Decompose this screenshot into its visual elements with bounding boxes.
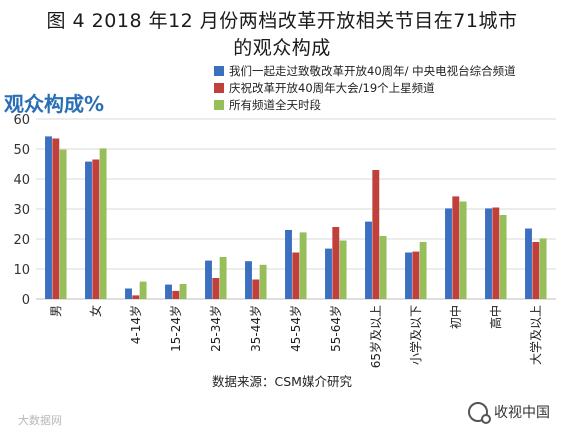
- bar-2-2: [139, 281, 147, 299]
- x-tick-label-4: 25-34岁: [208, 305, 223, 352]
- bar-4-2: [219, 257, 227, 299]
- x-tick-label-2: 4-14岁: [128, 305, 143, 344]
- title-line-2: 的观众构成: [233, 37, 331, 59]
- bar-10-1: [452, 196, 460, 299]
- bar-6-1: [292, 252, 300, 299]
- bar-11-1: [492, 207, 500, 299]
- watermark-right-text: 收视中国: [494, 405, 550, 421]
- y-tick-label-60: 60: [13, 113, 30, 128]
- bar-7-2: [339, 240, 347, 299]
- legend-item-0: 我们一起走过致敬改革开放40周年/ 中央电视台综合频道: [214, 62, 516, 79]
- y-tick-label-50: 50: [13, 143, 30, 158]
- x-tick-label-0: 男: [49, 305, 63, 317]
- bar-9-0: [405, 252, 412, 299]
- bar-8-1: [372, 170, 380, 299]
- legend-item-2: 所有频道全天时段: [214, 96, 516, 113]
- x-tick-label-12: 大学及以上: [528, 305, 543, 365]
- wechat-icon: [468, 402, 491, 424]
- bar-4-0: [205, 260, 212, 299]
- chart-label: 观众构成%: [4, 92, 105, 116]
- bar-0-1: [52, 138, 60, 299]
- x-tick-label-11: 高中: [488, 305, 503, 329]
- y-tick-label-20: 20: [13, 233, 30, 248]
- bar-11-2: [499, 215, 507, 299]
- bar-6-2: [299, 232, 307, 299]
- legend-swatch-0: [214, 65, 224, 76]
- bar-1-2: [99, 148, 107, 299]
- legend-label-0: 我们一起走过致敬改革开放40周年/ 中央电视台综合频道: [229, 63, 516, 78]
- bar-3-0: [165, 284, 172, 299]
- bar-12-1: [532, 242, 540, 299]
- legend-label-2: 所有频道全天时段: [229, 97, 321, 112]
- x-tick-label-3: 15-24岁: [168, 305, 183, 352]
- bar-3-2: [179, 284, 187, 299]
- bar-12-0: [525, 228, 532, 299]
- source-note: 数据来源：CSM媒介研究: [212, 374, 352, 389]
- y-tick-label-30: 30: [13, 203, 30, 218]
- bar-1-1: [92, 159, 100, 299]
- bar-9-2: [419, 242, 427, 299]
- x-tick-label-8: 65岁及以上: [368, 305, 383, 368]
- x-tick-label-9: 小学及以下: [408, 305, 423, 365]
- bar-8-2: [379, 236, 387, 299]
- y-tick-label-0: 0: [22, 293, 30, 308]
- watermark-left: 大数据网: [18, 414, 62, 427]
- bar-3-1: [172, 290, 180, 299]
- bar-0-2: [59, 149, 67, 299]
- y-tick-label-40: 40: [13, 173, 30, 188]
- legend-swatch-1: [214, 82, 224, 93]
- legend-label-1: 庆祝改革开放40周年大会/19个上星频道: [229, 80, 435, 95]
- x-tick-label-6: 45-54岁: [288, 305, 303, 352]
- bar-4-1: [212, 278, 220, 299]
- bar-10-2: [459, 201, 467, 299]
- bar-9-1: [412, 251, 420, 299]
- watermark-right: 收视中国: [468, 402, 550, 424]
- bar-1-0: [85, 161, 92, 299]
- bar-5-1: [252, 279, 260, 299]
- y-tick-label-10: 10: [13, 263, 30, 278]
- bar-0-0: [45, 136, 52, 299]
- title-line-1: 图 4 2018 年12 月份两档改革开放相关节目在71城市: [46, 10, 518, 32]
- x-tick-label-7: 55-64岁: [328, 305, 343, 352]
- bar-6-0: [285, 230, 292, 299]
- bar-7-1: [332, 227, 340, 299]
- bar-2-0: [125, 288, 132, 299]
- legend: 我们一起走过致敬改革开放40周年/ 中央电视台综合频道 庆祝改革开放40周年大会/…: [214, 62, 516, 113]
- bar-12-2: [539, 238, 547, 299]
- x-tick-label-1: 女: [88, 305, 103, 317]
- bar-7-0: [325, 248, 332, 299]
- bar-8-0: [365, 221, 372, 299]
- bar-5-0: [245, 261, 252, 299]
- bar-10-0: [445, 208, 452, 299]
- bar-11-0: [485, 208, 492, 299]
- bar-2-1: [132, 295, 140, 299]
- legend-item-1: 庆祝改革开放40周年大会/19个上星频道: [214, 79, 516, 96]
- legend-swatch-2: [214, 99, 224, 110]
- x-tick-label-5: 35-44岁: [248, 305, 263, 352]
- bar-5-2: [259, 264, 267, 299]
- bar-chart: 0 10 20 30 40 50 60 男 女 4-14岁 15-24岁 25-34岁 35-44岁 45…: [13, 113, 556, 368]
- x-tick-label-10: 初中: [448, 305, 463, 329]
